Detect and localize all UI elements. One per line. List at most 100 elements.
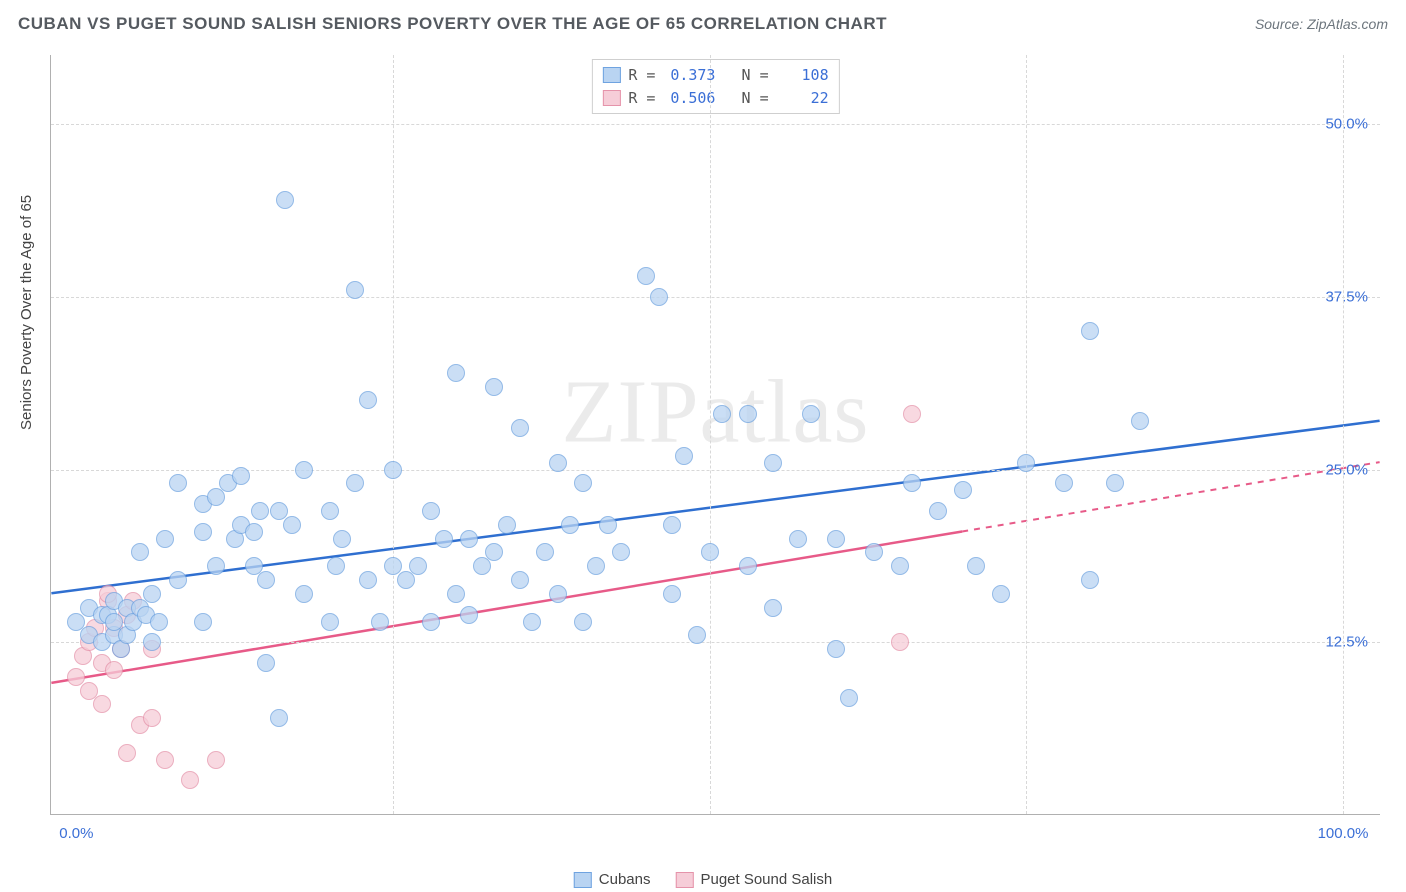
y-tick-label: 37.5% <box>1325 288 1368 305</box>
data-point <box>321 613 339 631</box>
data-point <box>549 585 567 603</box>
data-point <box>131 543 149 561</box>
data-point <box>1081 322 1099 340</box>
stat-r-value: 0.373 <box>663 64 715 87</box>
data-point <box>232 467 250 485</box>
data-point <box>1081 571 1099 589</box>
stat-r-value: 0.506 <box>663 87 715 110</box>
data-point <box>511 571 529 589</box>
y-tick-label: 50.0% <box>1325 116 1368 133</box>
series-legend: CubansPuget Sound Salish <box>574 871 832 888</box>
legend-swatch <box>602 90 620 106</box>
data-point <box>511 419 529 437</box>
data-point <box>498 516 516 534</box>
data-point <box>105 661 123 679</box>
legend-swatch <box>675 872 693 888</box>
data-point <box>574 474 592 492</box>
data-point <box>663 585 681 603</box>
data-point <box>1055 474 1073 492</box>
data-point <box>663 516 681 534</box>
data-point <box>891 557 909 575</box>
data-point <box>891 633 909 651</box>
data-point <box>283 516 301 534</box>
data-point <box>827 530 845 548</box>
data-point <box>764 454 782 472</box>
data-point <box>739 557 757 575</box>
data-point <box>422 613 440 631</box>
data-point <box>1131 412 1149 430</box>
data-point <box>549 454 567 472</box>
legend-item: Puget Sound Salish <box>675 871 832 888</box>
data-point <box>599 516 617 534</box>
data-point <box>536 543 554 561</box>
data-point <box>650 288 668 306</box>
data-point <box>523 613 541 631</box>
data-point <box>295 461 313 479</box>
data-point <box>587 557 605 575</box>
data-point <box>169 571 187 589</box>
stat-n-value: 108 <box>777 64 829 87</box>
stat-n-label: N = <box>723 64 768 87</box>
x-tick-label: 100.0% <box>1318 825 1369 842</box>
gridline-horizontal <box>51 470 1380 471</box>
chart-title: CUBAN VS PUGET SOUND SALISH SENIORS POVE… <box>18 14 887 34</box>
x-tick-label: 0.0% <box>59 825 93 842</box>
data-point <box>447 364 465 382</box>
data-point <box>992 585 1010 603</box>
trend-line-extrapolated <box>962 462 1379 531</box>
data-point <box>143 585 161 603</box>
trend-lines <box>51 55 1380 814</box>
header: CUBAN VS PUGET SOUND SALISH SENIORS POVE… <box>0 0 1406 44</box>
data-point <box>150 613 168 631</box>
y-axis-label: Seniors Poverty Over the Age of 65 <box>18 195 35 430</box>
data-point <box>346 474 364 492</box>
data-point <box>688 626 706 644</box>
trend-line <box>51 531 962 682</box>
watermark-bold: ZIP <box>562 362 700 461</box>
chart-plot-area: ZIPatlas R =0.373 N =108R =0.506 N =22 1… <box>50 55 1380 815</box>
y-tick-label: 12.5% <box>1325 634 1368 651</box>
data-point <box>207 751 225 769</box>
data-point <box>460 606 478 624</box>
data-point <box>156 751 174 769</box>
data-point <box>903 405 921 423</box>
gridline-vertical <box>1343 55 1344 814</box>
data-point <box>251 502 269 520</box>
gridline-vertical <box>710 55 711 814</box>
data-point <box>435 530 453 548</box>
gridline-vertical <box>393 55 394 814</box>
data-point <box>359 571 377 589</box>
legend-swatch <box>602 67 620 83</box>
gridline-horizontal <box>51 124 1380 125</box>
data-point <box>295 585 313 603</box>
gridline-horizontal <box>51 297 1380 298</box>
data-point <box>359 391 377 409</box>
data-point <box>346 281 364 299</box>
stat-n-label: N = <box>723 87 768 110</box>
data-point <box>485 378 503 396</box>
data-point <box>612 543 630 561</box>
data-point <box>473 557 491 575</box>
data-point <box>93 695 111 713</box>
data-point <box>865 543 883 561</box>
data-point <box>397 571 415 589</box>
data-point <box>827 640 845 658</box>
stat-r-label: R = <box>628 87 655 110</box>
source-name: ZipAtlas.com <box>1307 16 1388 32</box>
data-point <box>764 599 782 617</box>
stat-n-value: 22 <box>777 87 829 110</box>
data-point <box>327 557 345 575</box>
data-point <box>257 571 275 589</box>
data-point <box>156 530 174 548</box>
data-point <box>789 530 807 548</box>
data-point <box>561 516 579 534</box>
data-point <box>802 405 820 423</box>
stats-legend-box: R =0.373 N =108R =0.506 N =22 <box>591 59 839 114</box>
data-point <box>1106 474 1124 492</box>
data-point <box>903 474 921 492</box>
data-point <box>409 557 427 575</box>
data-point <box>194 523 212 541</box>
data-point <box>739 405 757 423</box>
source-attribution: Source: ZipAtlas.com <box>1255 16 1388 32</box>
data-point <box>637 267 655 285</box>
